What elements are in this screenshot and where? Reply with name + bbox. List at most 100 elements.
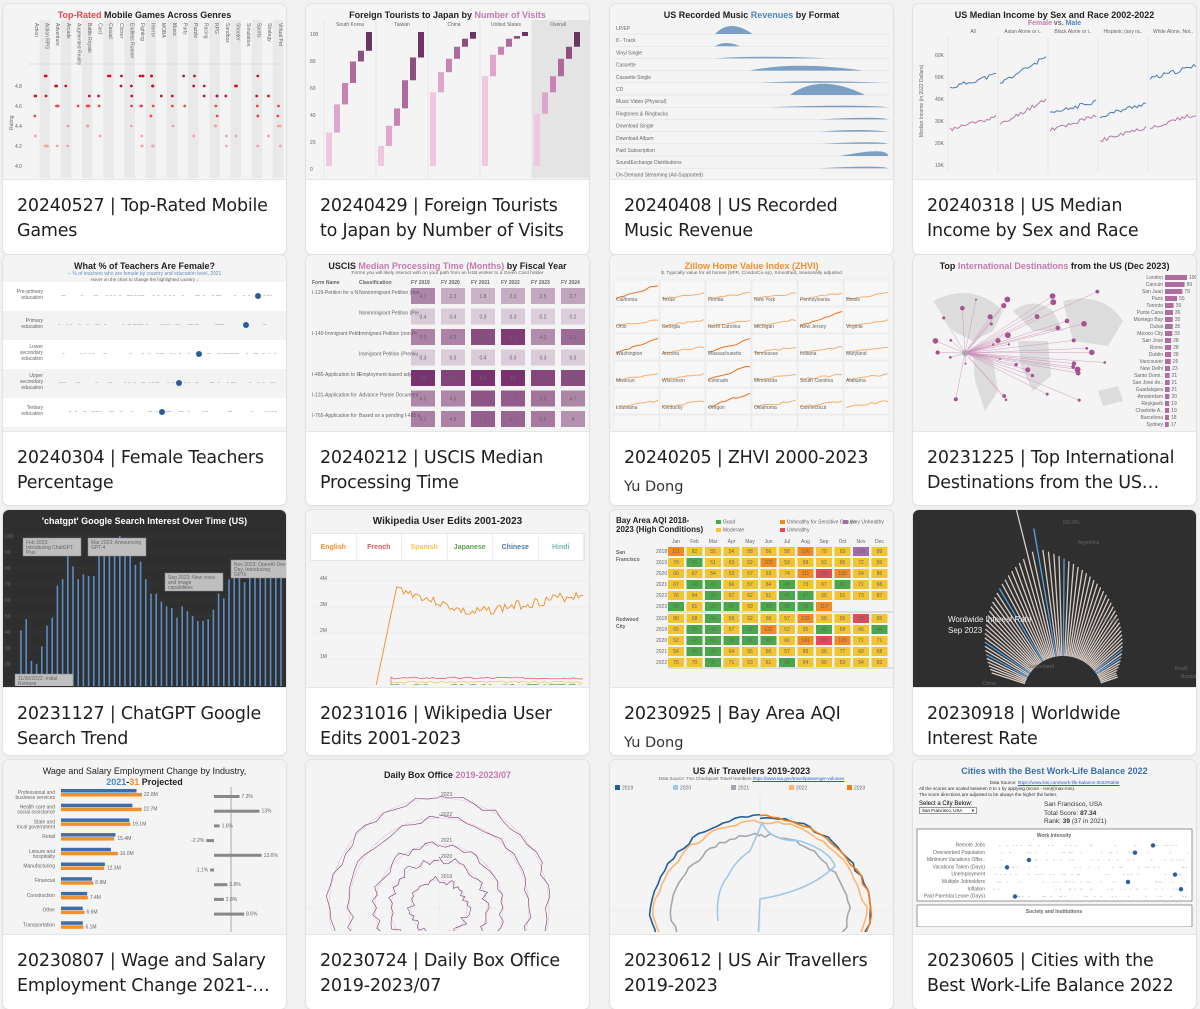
card-author[interactable]: Yu Dong [624, 735, 684, 751]
card-thumbnail[interactable]: Zillow Home Value Index (ZHVI) $. Typical… [610, 255, 893, 432]
language-tab-english[interactable]: English [311, 534, 357, 560]
card-author[interactable]: Yu Dong [624, 479, 684, 495]
card-thumbnail[interactable]: US Air Travellers 2019-2023 Data Source: … [610, 760, 893, 935]
card-foreign-tourists-japan[interactable]: Foreign Tourists to Japan by Number of V… [306, 4, 589, 254]
card-title[interactable]: 20231127 | ChatGPT Google Search Trend [17, 704, 262, 749]
svg-text:and image: and image [168, 580, 192, 586]
card-title[interactable]: 20230925 | Bay Area AQI [624, 704, 841, 724]
card-daily-box-office[interactable]: Daily Box Office 2019-2023/07 2023 2022 202… [306, 760, 589, 1009]
svg-text:Nov 2023: OpenAI Dev: Nov 2023: OpenAI Dev [234, 562, 286, 568]
card-title[interactable]: 20240408 | US Recorded Music Revenue [624, 196, 838, 241]
card-thumbnail[interactable]: Top International Destinations from the … [913, 255, 1196, 432]
card-title[interactable]: 20230918 | Worldwide Interest Rate [927, 704, 1121, 749]
title-part: by Format [793, 10, 840, 20]
svg-text:Fighting: Fighting [139, 23, 145, 41]
card-thumbnail[interactable]: Cities with the Best Work-Life Balance 2… [913, 760, 1196, 935]
svg-text:46: 46 [766, 604, 772, 610]
card-wikipedia-edits[interactable]: Wikipedia User Edits 2001-2023 English Fre… [306, 510, 589, 755]
card-us-air-travellers[interactable]: US Air Travellers 2019-2023 Data Source: … [610, 760, 893, 1009]
card-female-teachers[interactable]: What % of Teachers Are Female? -- % of te… [3, 255, 286, 505]
card-thumbnail[interactable]: 150.0% Wordwide Interest Rate Sep 2023 Arge… [913, 510, 1196, 688]
title-part: Data Source: TSA Checkpoint Travel Numbe… [658, 776, 753, 781]
card-us-music-revenue[interactable]: US Recorded Music Revenues by Format LP/E… [610, 4, 893, 254]
card-top-international-destinations[interactable]: Top International Destinations from the … [913, 255, 1196, 505]
card-zhvi[interactable]: Zillow Home Value Index (ZHVI) $. Typical… [610, 255, 893, 505]
svg-text:LP/EP: LP/EP [616, 26, 631, 32]
svg-text:1.8: 1.8 [480, 294, 487, 300]
language-tab-french[interactable]: French [357, 534, 402, 560]
card-chatgpt-search-trend[interactable]: 'chatgpt' Google Search Interest Over Ti… [3, 510, 286, 755]
svg-text:5.5: 5.5 [540, 417, 547, 423]
svg-text:2018: 2018 [656, 549, 667, 555]
svg-text:10: 10 [420, 376, 426, 382]
card-employment-change[interactable]: Wage and Salary Employment Change by Ind… [3, 760, 286, 1009]
svg-text:Music: Music [171, 23, 177, 37]
card-title[interactable]: 20231225 | Top International Destination… [927, 448, 1175, 493]
svg-text:16.0M: 16.0M [120, 851, 134, 857]
card-top-rated-mobile-games[interactable]: Top-Rated Mobile Games Across Genres Acti… [3, 4, 286, 254]
svg-text:41: 41 [692, 560, 698, 566]
svg-text:I-140-Immigrant Petiti: I-140-Immigrant Petiti [312, 331, 360, 337]
language-tab-spanish[interactable]: Spanish [402, 534, 448, 560]
card-title[interactable]: 20240304 | Female Teachers Percentage [17, 448, 264, 493]
card-thumbnail[interactable]: 'chatgpt' Google Search Interest Over Ti… [3, 510, 286, 688]
card-thumbnail[interactable]: US Median Income by Sex and Race 2002-20… [913, 4, 1196, 180]
svg-text:3M: 3M [320, 602, 327, 608]
source-link[interactable]: https://www.kisi.com/work-life-balance-2… [1017, 780, 1120, 785]
card-bay-area-aqi[interactable]: Bay Area AQI 2018-2023 (High Conditions)… [610, 510, 893, 755]
card-thumbnail[interactable]: Wage and Salary Employment Change by Ind… [3, 760, 286, 935]
card-thumbnail[interactable]: USCIS Median Processing Time (Months) by… [306, 255, 589, 432]
card-thumbnail[interactable]: US Recorded Music Revenues by Format LP/E… [610, 4, 893, 180]
svg-text:China: China [447, 22, 460, 28]
svg-text:8.6: 8.6 [540, 376, 547, 382]
card-meta: 20230612 | US Air Travellers 2019-2023 [610, 935, 893, 1009]
svg-text:0: 0 [310, 167, 313, 173]
card-work-life-balance[interactable]: Cities with the Best Work-Life Balance 2… [913, 760, 1196, 1009]
svg-text:41: 41 [710, 660, 716, 666]
card-title[interactable]: 20230807 | Wage and Salary Employment Ch… [17, 951, 266, 996]
card-title[interactable]: 20240212 | USCIS Median Processing Time [320, 448, 544, 493]
card-worldwide-interest-rate[interactable]: 150.0% Wordwide Interest Rate Sep 2023 Arge… [913, 510, 1196, 755]
card-thumbnail[interactable]: Bay Area AQI 2018-2023 (High Conditions)… [610, 510, 893, 688]
language-tab-japanese[interactable]: Japanese [448, 534, 493, 560]
card-thumbnail[interactable]: Foreign Tourists to Japan by Number of V… [306, 4, 589, 180]
card-thumbnail[interactable]: What % of Teachers Are Female? -- % of te… [3, 255, 286, 432]
card-meta: 20240429 | Foreign Tourists to Japan by … [306, 180, 589, 254]
city-select[interactable]: San Francisco, USA ▾ [919, 807, 977, 814]
card-us-median-income[interactable]: US Median Income by Sex and Race 2002-20… [913, 4, 1196, 254]
card-title[interactable]: 20230612 | US Air Travellers 2019-2023 [624, 951, 868, 996]
svg-text:Virtual Pet: Virtual Pet [277, 23, 283, 47]
svg-text:89: 89 [1187, 282, 1193, 288]
card-uscis-processing-time[interactable]: USCIS Median Processing Time (Months) by… [306, 255, 589, 505]
svg-text:50: 50 [5, 614, 11, 620]
card-title[interactable]: 20240527 | Top-Rated Mobile Games [17, 196, 268, 241]
language-tab-chinese[interactable]: Chinese [493, 534, 539, 560]
svg-text:Music Video (Physical): Music Video (Physical) [616, 99, 667, 105]
card-title[interactable]: 20240205 | ZHVI 2000-2023 [624, 448, 869, 468]
chart-title: USCIS Median Processing Time (Months) by… [306, 255, 589, 271]
title-part: 87.34 [1080, 809, 1097, 817]
svg-text:76: 76 [673, 593, 679, 599]
svg-text:30K: 30K [935, 119, 945, 125]
svg-text:20K: 20K [935, 141, 945, 147]
card-thumbnail[interactable]: Daily Box Office 2019-2023/07 2023 2022 202… [306, 760, 589, 935]
card-title[interactable]: 20230605 | Cities with the Best Work-Lif… [927, 951, 1174, 996]
svg-text:17: 17 [1171, 422, 1177, 428]
card-title[interactable]: 20240318 | US Median Income by Sex and R… [927, 196, 1139, 241]
card-title[interactable]: 20230724 | Daily Box Office 2019-2023/07 [320, 951, 560, 996]
svg-text:Puzzle: Puzzle [192, 23, 198, 38]
svg-text:7.4M: 7.4M [90, 895, 101, 901]
svg-text:47: 47 [747, 627, 753, 633]
card-thumbnail[interactable]: Wikipedia User Edits 2001-2023 English Fre… [306, 510, 589, 688]
card-title[interactable]: 20231016 | Wikipedia User Edits 2001-202… [320, 704, 552, 749]
bar-chart: 100 90 80 70 60 50 40 30 20 Feb 2023:Introducing … [3, 534, 286, 686]
svg-text:2.8%: 2.8% [226, 897, 238, 903]
source-link[interactable]: https://www.tsa.gov/travel/passenger-vol… [752, 776, 845, 781]
svg-text:Sep: Sep [820, 539, 829, 545]
card-thumbnail[interactable]: Top-Rated Mobile Games Across Genres Acti… [3, 4, 286, 180]
language-tab-hindi[interactable]: Hindi [539, 534, 584, 560]
svg-text:4.9: 4.9 [450, 335, 457, 341]
card-title[interactable]: 20240429 | Foreign Tourists to Japan by … [320, 196, 564, 241]
svg-text:Oklahoma: Oklahoma [754, 405, 777, 411]
